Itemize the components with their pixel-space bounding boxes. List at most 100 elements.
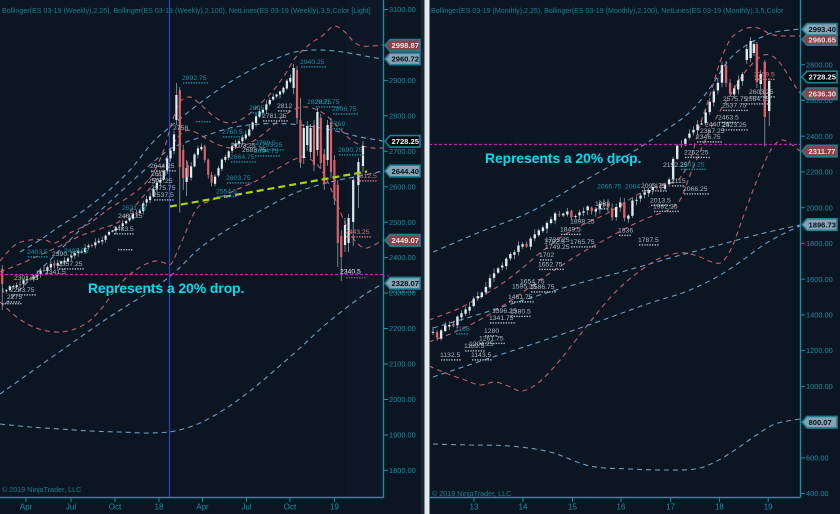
svg-text:Represents a 20% drop.: Represents a 20% drop. (88, 281, 244, 296)
svg-text:2758: 2758 (173, 125, 188, 132)
svg-text:2423.25: 2423.25 (722, 122, 747, 129)
svg-text:2367.25: 2367.25 (700, 128, 725, 135)
svg-text:2703.25: 2703.25 (258, 142, 283, 149)
svg-text:2463.5: 2463.5 (718, 115, 739, 122)
svg-text:1189.5: 1189.5 (464, 343, 485, 350)
svg-text:2829.75: 2829.75 (307, 99, 332, 106)
svg-text:2537.75: 2537.75 (722, 103, 747, 110)
svg-text:17: 17 (666, 503, 675, 512)
svg-text:2400.00: 2400.00 (806, 132, 833, 141)
svg-text:2300.00: 2300.00 (389, 289, 416, 298)
svg-text:1787.5: 1787.5 (638, 237, 659, 244)
svg-text:2203.25: 2203.25 (680, 162, 705, 169)
svg-text:2575.75: 2575.75 (723, 96, 748, 103)
svg-text:1168: 1168 (455, 326, 470, 333)
svg-text:19: 19 (330, 503, 339, 512)
svg-text:Bollinger(ES 03-19 (Monthly),2: Bollinger(ES 03-19 (Monthly),2,25), Boll… (431, 7, 784, 15)
svg-text:16: 16 (617, 503, 626, 512)
svg-text:2341.5: 2341.5 (45, 269, 66, 276)
svg-text:2000.00: 2000.00 (389, 395, 416, 404)
svg-text:1200.00: 1200.00 (806, 346, 833, 355)
svg-text:2013.5: 2013.5 (650, 198, 671, 205)
svg-text:2993.40: 2993.40 (809, 25, 836, 34)
svg-text:2892.75: 2892.75 (182, 75, 207, 82)
svg-text:1586.75: 1586.75 (530, 284, 555, 291)
svg-text:1765.75: 1765.75 (570, 239, 595, 246)
svg-text:2301.25: 2301.25 (14, 275, 39, 282)
svg-text:1896.73: 1896.73 (809, 220, 836, 229)
svg-text:Oct: Oct (109, 503, 122, 512)
svg-text:19: 19 (764, 503, 773, 512)
svg-text:1380.5: 1380.5 (510, 309, 531, 316)
svg-text:2644.40: 2644.40 (392, 167, 419, 176)
svg-text:13: 13 (470, 503, 479, 512)
svg-text:1898.25: 1898.25 (570, 219, 595, 226)
svg-text:2603.75: 2603.75 (226, 175, 251, 182)
svg-text:1900.00: 1900.00 (389, 431, 416, 440)
svg-text:2900.00: 2900.00 (389, 76, 416, 85)
svg-text:2600.00: 2600.00 (389, 182, 416, 191)
svg-text:2443.25: 2443.25 (345, 229, 370, 236)
svg-text:2612.5: 2612.5 (356, 173, 377, 180)
svg-text:2115: 2115 (671, 178, 686, 185)
svg-text:1836: 1836 (618, 228, 633, 235)
svg-text:2440.25: 2440.25 (705, 122, 730, 129)
svg-text:1702: 1702 (539, 252, 554, 259)
svg-text:1204.25: 1204.25 (469, 341, 494, 348)
svg-text:15: 15 (568, 503, 577, 512)
svg-text:2000.00: 2000.00 (806, 203, 833, 212)
svg-text:600.00: 600.00 (806, 454, 829, 463)
svg-text:2636.30: 2636.30 (809, 90, 836, 99)
svg-text:14: 14 (519, 503, 528, 512)
svg-text:1735.25: 1735.25 (545, 237, 570, 244)
svg-text:2275: 2275 (7, 294, 22, 301)
svg-text:2597.25: 2597.25 (148, 178, 173, 185)
svg-text:2200.00: 2200.00 (389, 324, 416, 333)
svg-text:Bollinger(ES 03-19 (Weekly),2,: Bollinger(ES 03-19 (Weekly),2,25), Bolli… (2, 7, 371, 15)
svg-text:2618: 2618 (151, 171, 166, 178)
svg-text:2575.75: 2575.75 (151, 185, 176, 192)
svg-text:2709.5: 2709.5 (255, 140, 276, 147)
svg-text:2664.75: 2664.75 (230, 154, 255, 161)
svg-text:2483.5: 2483.5 (113, 226, 134, 233)
svg-text:2760.5: 2760.5 (222, 129, 243, 136)
svg-text:18: 18 (715, 503, 724, 512)
svg-text:© 2019 NinjaTrader, LLC: © 2019 NinjaTrader, LLC (2, 485, 81, 494)
svg-text:2603.25: 2603.25 (749, 89, 774, 96)
svg-text:2449.07: 2449.07 (392, 236, 419, 245)
svg-text:Oct: Oct (284, 503, 297, 512)
svg-text:2066.75: 2066.75 (597, 184, 622, 191)
svg-text:1849.5: 1849.5 (560, 227, 581, 234)
svg-text:18: 18 (155, 503, 164, 512)
svg-text:2093.75: 2093.75 (641, 183, 666, 190)
svg-text:2769: 2769 (330, 121, 345, 128)
svg-text:3100.00: 3100.00 (389, 5, 416, 14)
svg-text:2940.25: 2940.25 (300, 59, 325, 66)
svg-text:2200.00: 2200.00 (806, 168, 833, 177)
svg-text:2537.5: 2537.5 (153, 192, 174, 199)
svg-text:1600.00: 1600.00 (806, 275, 833, 284)
svg-text:2688.75: 2688.75 (242, 147, 267, 154)
svg-text:2812: 2812 (277, 103, 292, 110)
svg-text:2998.87: 2998.87 (392, 41, 419, 50)
svg-text:2684.75: 2684.75 (254, 148, 279, 155)
svg-text:1261.75: 1261.75 (479, 336, 504, 343)
svg-text:800.07: 800.07 (809, 418, 832, 427)
svg-text:1595.25: 1595.25 (512, 284, 537, 291)
svg-text:2709.5: 2709.5 (754, 72, 775, 79)
svg-text:2644.25: 2644.25 (150, 163, 175, 170)
svg-text:2690.75: 2690.75 (338, 147, 363, 154)
svg-text:2554.5: 2554.5 (216, 189, 237, 196)
svg-text:1749.25: 1749.25 (545, 244, 570, 251)
svg-text:2728.25: 2728.25 (809, 73, 837, 82)
svg-text:1400.00: 1400.00 (806, 311, 833, 320)
svg-text:2703.25: 2703.25 (231, 143, 256, 150)
svg-text:400.00: 400.00 (806, 489, 829, 498)
svg-text:2346.75: 2346.75 (696, 134, 721, 141)
svg-text:2066.25: 2066.25 (683, 186, 708, 193)
svg-text:2340.5: 2340.5 (340, 269, 361, 276)
svg-text:Apr: Apr (20, 503, 33, 512)
svg-text:© 2019 NinjaTrader, LLC: © 2019 NinjaTrader, LLC (432, 489, 511, 498)
svg-text:1800.00: 1800.00 (389, 466, 416, 475)
svg-text:Represents a 20% drop.: Represents a 20% drop. (485, 151, 641, 166)
